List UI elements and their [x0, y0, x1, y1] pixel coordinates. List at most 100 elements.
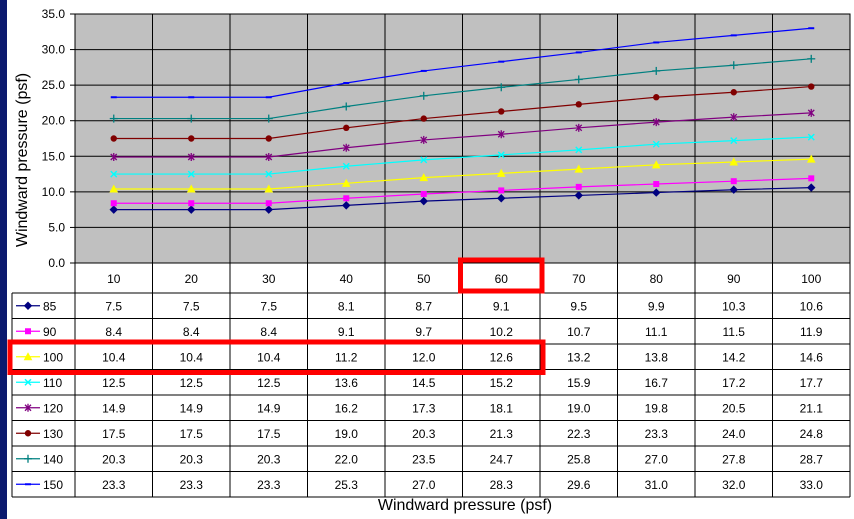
data-label: 18.1 — [490, 401, 514, 415]
data-point — [264, 114, 273, 123]
data-point — [807, 183, 816, 192]
column-highlight — [458, 257, 545, 294]
data-point — [420, 190, 427, 197]
data-label: 9.1 — [338, 325, 355, 339]
y-tick-label: 20.0 — [42, 114, 66, 128]
y-axis-title: Windward pressure (psf) — [14, 73, 31, 247]
data-point — [574, 164, 584, 173]
x-tick-label: 20 — [185, 272, 199, 286]
data-label: 21.3 — [490, 427, 514, 441]
data-point — [264, 205, 273, 214]
data-point — [343, 124, 350, 132]
data-label: 8.4 — [260, 325, 277, 339]
data-point — [575, 146, 583, 154]
y-tick-label: 0.0 — [48, 256, 65, 270]
x-tick-label: 30 — [262, 272, 276, 286]
data-label: 33.0 — [800, 478, 824, 492]
data-point — [109, 205, 118, 214]
data-label: 9.5 — [570, 299, 587, 313]
data-label: 16.2 — [335, 401, 359, 415]
data-label: 28.3 — [490, 478, 514, 492]
data-point — [342, 143, 350, 152]
data-label: 20.3 — [412, 427, 436, 441]
table-row: 130 17.5 17.5 17.5 19.0 20.3 21.3 22.3 23.3 24.0 2… — [16, 427, 823, 441]
legend-label: 130 — [43, 427, 63, 441]
y-tick-label: 25.0 — [42, 78, 66, 92]
series-line-110 — [113, 136, 812, 175]
legend-label: 100 — [43, 350, 63, 364]
data-point — [653, 94, 660, 101]
data-point — [24, 454, 32, 463]
data-label: 27.0 — [645, 452, 669, 466]
y-tick-label: 30.0 — [42, 43, 66, 57]
data-label: 17.5 — [102, 427, 126, 441]
data-label: 12.5 — [102, 376, 126, 390]
data-label: 14.9 — [257, 401, 281, 415]
data-point — [730, 113, 738, 122]
data-label: 17.5 — [257, 427, 281, 441]
data-label: 25.3 — [335, 478, 359, 492]
data-label: 10.4 — [257, 350, 281, 364]
data-label: 17.3 — [412, 401, 436, 415]
data-label: 7.5 — [260, 299, 277, 313]
x-tick-label: 60 — [495, 272, 509, 286]
y-tick-label: 15.0 — [42, 149, 66, 163]
data-point — [651, 160, 661, 169]
data-label: 13.8 — [645, 350, 669, 364]
data-label: 12.6 — [490, 350, 514, 364]
legend-label: 110 — [43, 376, 62, 390]
data-point — [109, 184, 119, 193]
data-point — [419, 173, 429, 182]
x-tick-label: 80 — [650, 272, 664, 286]
data-point — [187, 170, 195, 178]
data-point — [420, 156, 428, 164]
data-label: 9.1 — [493, 299, 510, 313]
data-label: 13.2 — [567, 350, 591, 364]
data-label: 7.5 — [105, 299, 122, 313]
data-point — [497, 83, 506, 92]
data-point — [23, 352, 33, 361]
data-label: 8.1 — [338, 299, 355, 313]
data-label: 22.0 — [335, 452, 359, 466]
data-label: 15.2 — [490, 376, 514, 390]
data-point — [730, 89, 737, 96]
data-point — [110, 152, 118, 161]
data-label: 8.4 — [105, 325, 122, 339]
data-label: 23.5 — [412, 452, 436, 466]
data-label: 11.2 — [335, 350, 358, 364]
data-point — [265, 200, 272, 207]
data-label: 14.9 — [102, 401, 126, 415]
legend-label: 140 — [43, 452, 63, 466]
data-label: 13.6 — [335, 376, 359, 390]
data-label: 23.3 — [645, 427, 669, 441]
data-label: 11.5 — [723, 325, 746, 339]
legend-label: 90 — [43, 325, 57, 339]
data-label: 25.8 — [567, 452, 591, 466]
data-label: 14.6 — [800, 350, 824, 364]
data-point — [342, 102, 351, 111]
data-point — [807, 133, 815, 141]
table-row: 85 7.5 7.5 7.5 8.1 8.7 9.1 9.5 9.9 10.3 10.6 — [16, 299, 823, 313]
legend-label: 120 — [43, 401, 63, 415]
x-axis-title: Windward pressure (psf) — [378, 497, 552, 514]
series-120 — [110, 108, 815, 161]
data-point — [187, 152, 195, 161]
data-point — [497, 194, 506, 203]
x-tick-label: 100 — [801, 272, 821, 286]
data-label: 29.6 — [567, 478, 591, 492]
data-point — [574, 191, 583, 200]
data-point — [652, 140, 660, 148]
data-point — [187, 205, 196, 214]
y-tick-label: 10.0 — [42, 185, 66, 199]
data-point — [729, 61, 738, 70]
legend-label: 85 — [43, 299, 57, 313]
table-row: 100 10.4 10.4 10.4 11.2 12.0 12.6 13.2 13.8 14.2 1… — [16, 350, 823, 364]
data-point — [730, 137, 738, 145]
data-point — [807, 108, 815, 117]
data-label: 19.8 — [645, 401, 669, 415]
data-point — [419, 91, 428, 100]
data-label: 7.5 — [183, 299, 200, 313]
data-label: 24.7 — [490, 452, 514, 466]
